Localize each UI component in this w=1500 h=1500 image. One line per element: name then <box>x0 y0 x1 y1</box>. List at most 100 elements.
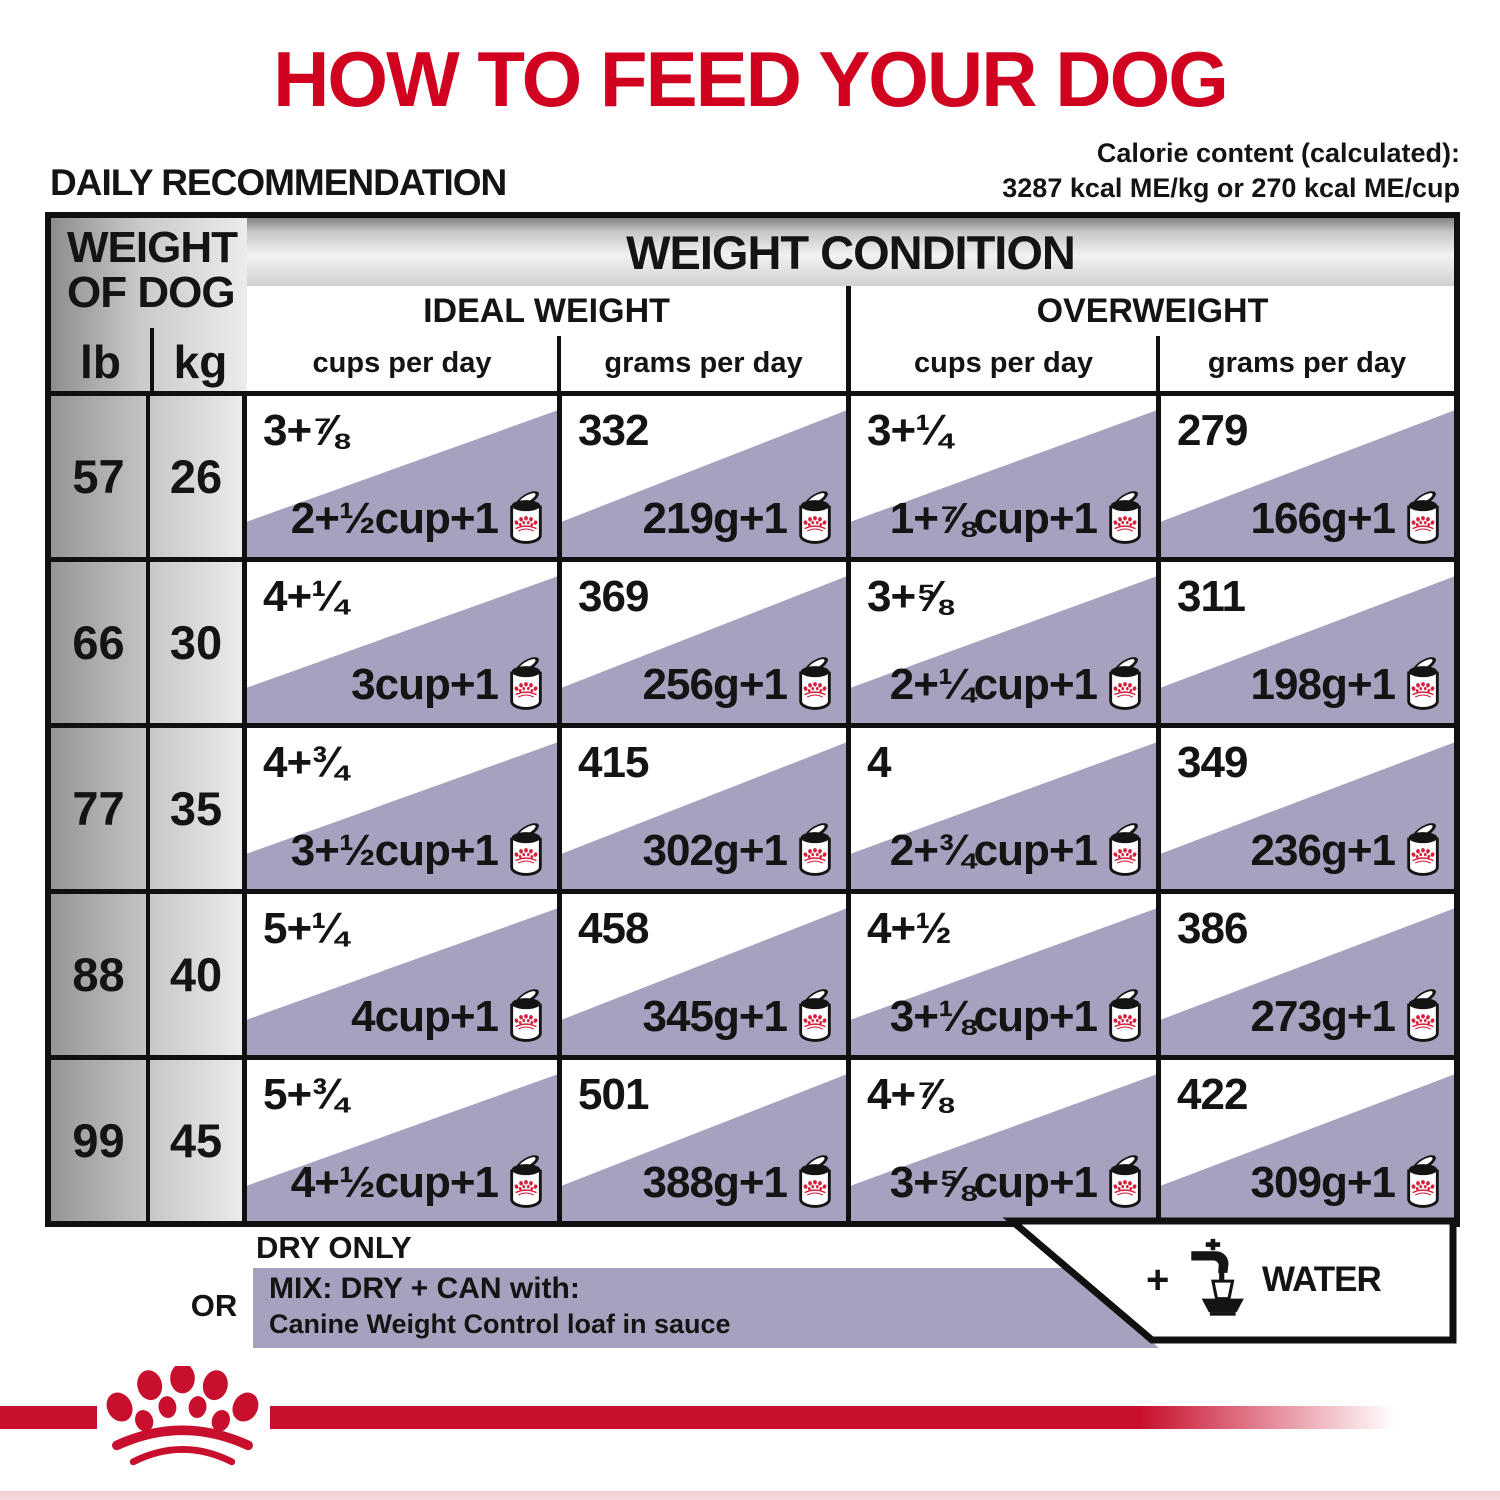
cell-ideal-cups: 5+¾ 4+½cup+1 <box>247 1055 557 1221</box>
row-lb: 66 <box>51 557 150 723</box>
plus-water-label: + <box>1146 1258 1170 1302</box>
cell-over-grams: 422 309g+1 <box>1156 1055 1454 1221</box>
calorie-line-2: 3287 kcal ME/kg or 270 kcal ME/cup <box>1002 173 1460 204</box>
dry-value: 3+⅞ <box>263 406 348 455</box>
can-icon <box>1402 823 1444 879</box>
dry-value: 458 <box>578 904 649 953</box>
can-icon <box>794 657 836 713</box>
mix-value: 273g+1 <box>1251 989 1444 1045</box>
can-icon <box>1104 989 1146 1045</box>
dry-value: 3+¼ <box>867 406 952 455</box>
row-lb: 77 <box>51 723 150 889</box>
cell-over-cups: 4+½ 3+⅛cup+1 <box>846 889 1156 1055</box>
royal-canin-crown-logo <box>100 1366 265 1470</box>
lb-column-label: lb <box>80 336 121 388</box>
can-icon <box>1104 657 1146 713</box>
dry-only-label: DRY ONLY <box>256 1230 412 1265</box>
bottom-edge-strip <box>0 1491 1500 1500</box>
mix-value: 3+⅛cup+1 <box>890 989 1146 1045</box>
dry-value: 386 <box>1177 904 1248 953</box>
mix-value: 198g+1 <box>1251 657 1444 713</box>
can-icon <box>1402 989 1444 1045</box>
row-kg: 40 <box>150 889 247 1055</box>
brand-red-band <box>0 1406 1500 1429</box>
mix-value: 3+½cup+1 <box>291 823 547 879</box>
calorie-line-1: Calorie content (calculated): <box>1096 138 1460 168</box>
dry-value: 501 <box>578 1070 649 1119</box>
can-icon <box>1402 491 1444 547</box>
dry-value: 4 <box>867 738 892 787</box>
feeding-table: WEIGHT OF DOG lb kg WEIGHT CONDITION IDE… <box>45 212 1460 1227</box>
mix-value: 256g+1 <box>643 657 836 713</box>
can-icon <box>1104 823 1146 879</box>
water-label: WATER <box>1262 1260 1382 1299</box>
cell-over-cups: 4 2+¾cup+1 <box>846 723 1156 889</box>
can-icon <box>794 491 836 547</box>
dry-value: 332 <box>578 406 649 455</box>
mix-value: 2+¼cup+1 <box>890 657 1146 713</box>
weight-of-dog-label: WEIGHT OF DOG <box>67 223 238 317</box>
can-icon <box>1104 1155 1146 1211</box>
row-kg: 35 <box>150 723 247 889</box>
ideal-weight-header: IDEAL WEIGHT <box>247 286 846 336</box>
daily-recommendation-heading: DAILY RECOMMENDATION <box>50 162 507 203</box>
page-title: HOW TO FEED YOUR DOG <box>273 35 1229 123</box>
mix-legend-band: MIX: DRY + CAN with: Canine Weight Contr… <box>253 1268 1159 1348</box>
subcol-over-grams: grams per day <box>1156 336 1454 391</box>
dry-value: 4+¼ <box>263 572 348 621</box>
water-faucet-bowl-icon <box>1182 1226 1248 1328</box>
weight-condition-header: WEIGHT CONDITION <box>247 218 1454 286</box>
row-kg: 45 <box>150 1055 247 1221</box>
row-lb: 57 <box>51 391 150 557</box>
row-kg: 26 <box>150 391 247 557</box>
mix-value: 309g+1 <box>1251 1155 1444 1211</box>
dry-value: 415 <box>578 738 649 787</box>
mix-value: 2+½cup+1 <box>291 491 547 547</box>
mix-value: 3cup+1 <box>351 657 547 713</box>
can-icon <box>505 491 547 547</box>
mix-value: 302g+1 <box>643 823 836 879</box>
can-icon <box>794 1155 836 1211</box>
cell-ideal-grams: 332 219g+1 <box>557 391 846 557</box>
dry-value: 4+⅞ <box>867 1070 952 1119</box>
mix-value: 345g+1 <box>643 989 836 1045</box>
cell-ideal-cups: 4+¼ 3cup+1 <box>247 557 557 723</box>
dry-value: 422 <box>1177 1070 1248 1119</box>
mix-subtitle: Canine Weight Control loaf in sauce <box>269 1309 731 1339</box>
mix-value: 1+⅞cup+1 <box>890 491 1146 547</box>
cell-ideal-grams: 458 345g+1 <box>557 889 846 1055</box>
cell-ideal-cups: 4+¾ 3+½cup+1 <box>247 723 557 889</box>
cell-over-cups: 4+⅞ 3+⅝cup+1 <box>846 1055 1156 1221</box>
can-icon <box>1104 491 1146 547</box>
cell-ideal-cups: 5+¼ 4cup+1 <box>247 889 557 1055</box>
mix-value: 166g+1 <box>1251 491 1444 547</box>
dry-value: 369 <box>578 572 649 621</box>
cell-over-grams: 349 236g+1 <box>1156 723 1454 889</box>
cell-ideal-grams: 415 302g+1 <box>557 723 846 889</box>
can-icon <box>794 823 836 879</box>
mix-value: 2+¾cup+1 <box>890 823 1146 879</box>
dry-value: 5+¼ <box>263 904 348 953</box>
subcol-ideal-grams: grams per day <box>557 336 846 391</box>
dry-value: 5+¾ <box>263 1070 348 1119</box>
lb-kg-divider <box>150 328 154 391</box>
calorie-content-note: Calorie content (calculated): 3287 kcal … <box>1002 136 1460 206</box>
dry-value: 4+¾ <box>263 738 348 787</box>
weight-of-dog-header: WEIGHT OF DOG lb kg <box>51 218 247 391</box>
or-label: OR <box>190 1288 238 1323</box>
can-icon <box>505 657 547 713</box>
mix-value: 236g+1 <box>1251 823 1444 879</box>
dry-value: 279 <box>1177 406 1248 455</box>
can-icon <box>505 1155 547 1211</box>
cell-over-grams: 386 273g+1 <box>1156 889 1454 1055</box>
subcol-over-cups: cups per day <box>846 336 1156 391</box>
overweight-header: OVERWEIGHT <box>846 286 1454 336</box>
mix-title: MIX: DRY + CAN with: <box>269 1272 580 1305</box>
mix-value: 3+⅝cup+1 <box>890 1155 1146 1211</box>
dry-value: 3+⅝ <box>867 572 952 621</box>
cell-ideal-grams: 501 388g+1 <box>557 1055 846 1221</box>
cell-over-cups: 3+⅝ 2+¼cup+1 <box>846 557 1156 723</box>
kg-column-label: kg <box>173 336 228 388</box>
dry-value: 4+½ <box>867 904 952 953</box>
